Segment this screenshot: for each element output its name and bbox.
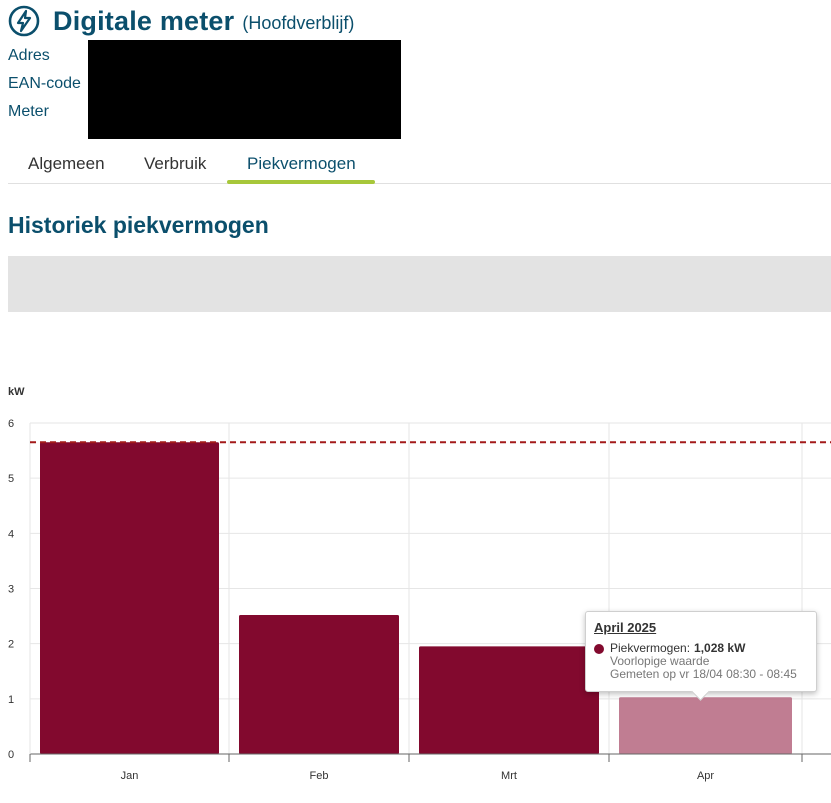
tab-verbruik[interactable]: Verbruik xyxy=(144,154,207,173)
y-tick-label: 5 xyxy=(8,473,14,485)
tab-algemeen[interactable]: Algemeen xyxy=(28,154,105,173)
bar-feb xyxy=(239,614,399,754)
ean-code-label: EAN-code xyxy=(8,75,81,92)
x-tick-label: Feb xyxy=(310,770,329,782)
address-label: Adres xyxy=(8,47,50,64)
meter-info: Adres EAN-code Meter xyxy=(8,45,81,129)
tooltip-provisional: Voorlopige waarde xyxy=(610,654,710,668)
active-tab-indicator xyxy=(227,180,375,184)
page-subtitle: (Hoofdverblijf) xyxy=(242,13,355,33)
bar-mrt xyxy=(419,646,599,754)
y-tick-label: 4 xyxy=(8,528,14,540)
chart-tooltip: April 2025 Piekvermogen: 1,028 kW Voorlo… xyxy=(585,611,817,692)
page-title: Digitale meter xyxy=(53,5,235,36)
y-tick-label: 1 xyxy=(8,694,14,706)
bar-jan xyxy=(40,442,219,754)
series-dot-icon xyxy=(594,643,604,654)
tooltip-title: April 2025 xyxy=(594,620,657,635)
y-tick-label: 0 xyxy=(8,749,14,761)
tab-bar: Algemeen Verbruik Piekvermogen xyxy=(8,146,831,184)
x-tick-label: Jan xyxy=(121,770,139,782)
peak-power-chart: kW 0 1 2 3 4 5 6 Jan Feb Mrt Apr xyxy=(0,376,831,796)
y-tick-label: 6 xyxy=(8,418,14,430)
tooltip-series-label: Piekvermogen: xyxy=(610,641,691,655)
lightning-bolt-icon xyxy=(8,5,40,37)
info-banner xyxy=(8,256,831,312)
chart-canvas: kW 0 1 2 3 4 5 6 Jan Feb Mrt Apr xyxy=(8,386,831,782)
bar-apr xyxy=(619,697,792,754)
redacted-info-block xyxy=(88,40,401,139)
meter-label: Meter xyxy=(8,103,49,120)
tooltip-measured: Gemeten op vr 18/04 08:30 - 08:45 xyxy=(610,667,797,681)
tooltip-value: 1,028 kW xyxy=(694,641,746,655)
page-header: Digitale meter (Hoofdverblijf) xyxy=(8,4,354,38)
y-tick-label: 2 xyxy=(8,639,14,651)
x-tick-label: Mrt xyxy=(501,770,517,782)
y-tick-label: 3 xyxy=(8,584,14,596)
y-axis-unit: kW xyxy=(8,386,25,398)
tab-piekvermogen[interactable]: Piekvermogen xyxy=(247,154,356,173)
section-title: Historiek piekvermogen xyxy=(8,212,269,238)
x-tick-label: Apr xyxy=(697,770,714,782)
tooltip-series-row: Piekvermogen: 1,028 kW xyxy=(594,642,808,655)
